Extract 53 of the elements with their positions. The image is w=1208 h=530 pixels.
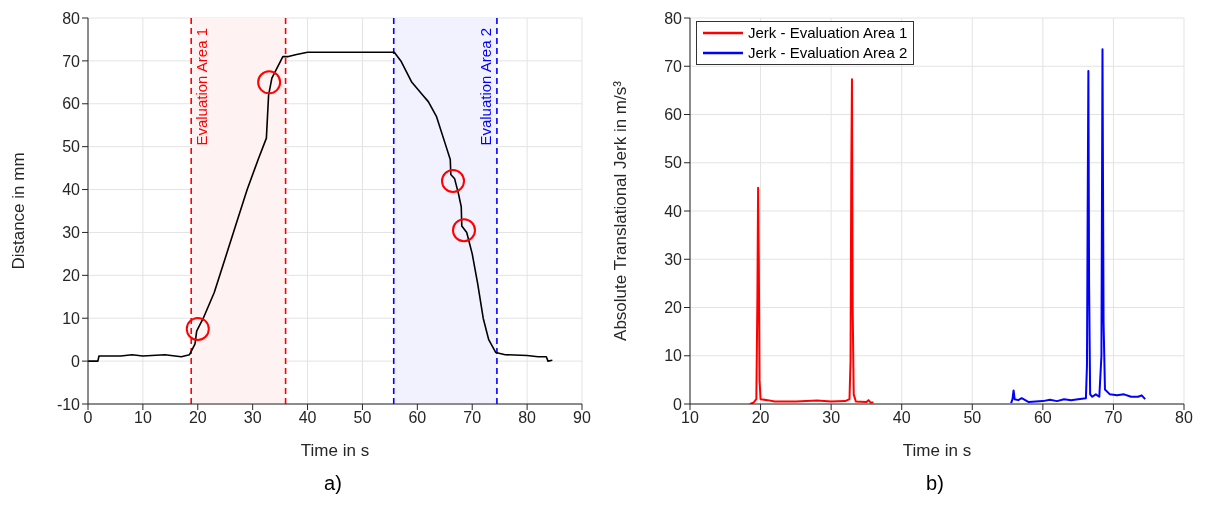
legend-label: Jerk - Evaluation Area 1 <box>748 24 908 42</box>
line-series <box>1010 48 1147 404</box>
y-tick-label: 20 <box>664 299 683 317</box>
x-tick-label: 10 <box>133 409 152 427</box>
y-tick-label: 60 <box>62 95 81 113</box>
x-tick-label: 50 <box>353 409 372 427</box>
y-tick-label: 40 <box>664 202 683 220</box>
point <box>185 316 210 341</box>
y-tick-label: 80 <box>664 9 683 27</box>
x-tick-label: 40 <box>298 409 317 427</box>
x-tick-label: 80 <box>1175 409 1193 427</box>
y-tick-label: 70 <box>664 57 683 75</box>
x-tick-label: 90 <box>573 409 591 427</box>
y-tick-label: 0 <box>71 352 81 370</box>
text: b) <box>925 472 945 495</box>
y-tick-label: 20 <box>62 267 81 285</box>
x-tick-label: 20 <box>188 409 207 427</box>
x-tick-label: 10 <box>681 409 699 427</box>
x-tick-label: 0 <box>83 409 93 427</box>
legend-label: Jerk - Evaluation Area 2 <box>748 44 908 62</box>
y-tick-label: 10 <box>62 309 81 327</box>
ref-line-label: Evaluation Area 2 <box>476 28 494 146</box>
y-tick-label: 0 <box>673 395 683 413</box>
y-tick-label: 50 <box>62 138 81 156</box>
x-axis-title: Time in s <box>300 441 370 460</box>
y-tick-label: 60 <box>664 106 683 124</box>
x-tick-label: 80 <box>518 409 537 427</box>
line-series <box>748 78 875 404</box>
x-tick-label: 50 <box>963 409 982 427</box>
ref-line-label: Evaluation Area 1 <box>193 28 211 146</box>
y-tick-label: 10 <box>664 347 683 365</box>
point <box>451 218 476 243</box>
y-tick-label: 50 <box>664 154 683 172</box>
x-tick-label: 40 <box>892 409 911 427</box>
y-axis-title: Distance in mm <box>9 152 29 270</box>
x-tick-label: 70 <box>463 409 482 427</box>
text: a) <box>323 472 343 495</box>
y-tick-label: 80 <box>62 9 81 27</box>
x-tick-label: 30 <box>822 409 841 427</box>
y-tick-label: 70 <box>62 52 81 70</box>
y-tick-label: 40 <box>62 181 81 199</box>
y-tick-label: 30 <box>62 224 81 242</box>
x-axis-title: Time in s <box>902 441 972 460</box>
x-tick-label: 70 <box>1104 409 1123 427</box>
y-tick-label: 30 <box>664 250 683 268</box>
point <box>257 70 282 95</box>
x-tick-label: 60 <box>1033 409 1052 427</box>
point <box>441 168 466 193</box>
x-tick-label: 60 <box>408 409 427 427</box>
y-tick-label: -10 <box>56 395 81 413</box>
x-tick-label: 30 <box>243 409 262 427</box>
x-tick-label: 20 <box>751 409 770 427</box>
y-axis-title: Absolute Translational Jerk in m/s³ <box>611 80 631 341</box>
